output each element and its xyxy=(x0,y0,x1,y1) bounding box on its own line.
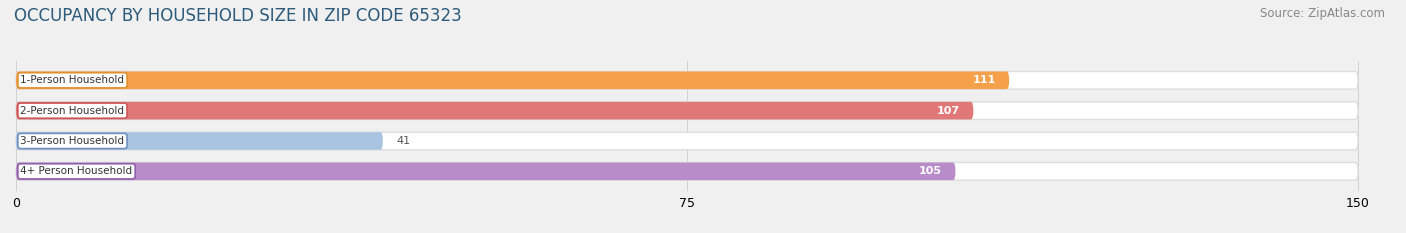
FancyBboxPatch shape xyxy=(15,163,956,180)
Text: 4+ Person Household: 4+ Person Household xyxy=(21,166,132,176)
FancyBboxPatch shape xyxy=(15,102,973,120)
Text: 111: 111 xyxy=(973,75,995,85)
Text: OCCUPANCY BY HOUSEHOLD SIZE IN ZIP CODE 65323: OCCUPANCY BY HOUSEHOLD SIZE IN ZIP CODE … xyxy=(14,7,461,25)
FancyBboxPatch shape xyxy=(15,132,382,150)
Text: 1-Person Household: 1-Person Household xyxy=(21,75,125,85)
Text: 105: 105 xyxy=(920,166,942,176)
Text: 41: 41 xyxy=(396,136,411,146)
FancyBboxPatch shape xyxy=(15,163,1358,180)
Text: 107: 107 xyxy=(936,106,960,116)
Text: 2-Person Household: 2-Person Household xyxy=(21,106,125,116)
FancyBboxPatch shape xyxy=(15,132,1358,150)
FancyBboxPatch shape xyxy=(15,102,1358,120)
FancyBboxPatch shape xyxy=(15,72,1010,89)
Text: 3-Person Household: 3-Person Household xyxy=(21,136,125,146)
Text: Source: ZipAtlas.com: Source: ZipAtlas.com xyxy=(1260,7,1385,20)
FancyBboxPatch shape xyxy=(15,72,1358,89)
